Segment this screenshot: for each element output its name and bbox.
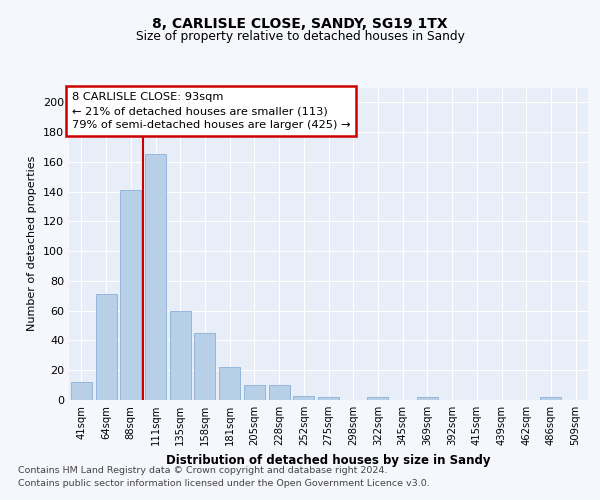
Text: Contains public sector information licensed under the Open Government Licence v3: Contains public sector information licen… — [18, 479, 430, 488]
Bar — [71, 382, 92, 400]
Bar — [120, 190, 141, 400]
Bar — [293, 396, 314, 400]
Bar — [145, 154, 166, 400]
Bar — [269, 385, 290, 400]
Bar — [194, 333, 215, 400]
Text: 8 CARLISLE CLOSE: 93sqm
← 21% of detached houses are smaller (113)
79% of semi-d: 8 CARLISLE CLOSE: 93sqm ← 21% of detache… — [71, 92, 350, 130]
Text: 8, CARLISLE CLOSE, SANDY, SG19 1TX: 8, CARLISLE CLOSE, SANDY, SG19 1TX — [152, 18, 448, 32]
Bar — [95, 294, 116, 400]
Bar — [219, 368, 240, 400]
Bar — [541, 397, 562, 400]
Bar — [318, 397, 339, 400]
Text: Contains HM Land Registry data © Crown copyright and database right 2024.: Contains HM Land Registry data © Crown c… — [18, 466, 388, 475]
Bar — [417, 397, 438, 400]
Bar — [244, 385, 265, 400]
Bar — [170, 310, 191, 400]
X-axis label: Distribution of detached houses by size in Sandy: Distribution of detached houses by size … — [166, 454, 491, 466]
Text: Size of property relative to detached houses in Sandy: Size of property relative to detached ho… — [136, 30, 464, 43]
Y-axis label: Number of detached properties: Number of detached properties — [28, 156, 37, 332]
Bar — [367, 397, 388, 400]
